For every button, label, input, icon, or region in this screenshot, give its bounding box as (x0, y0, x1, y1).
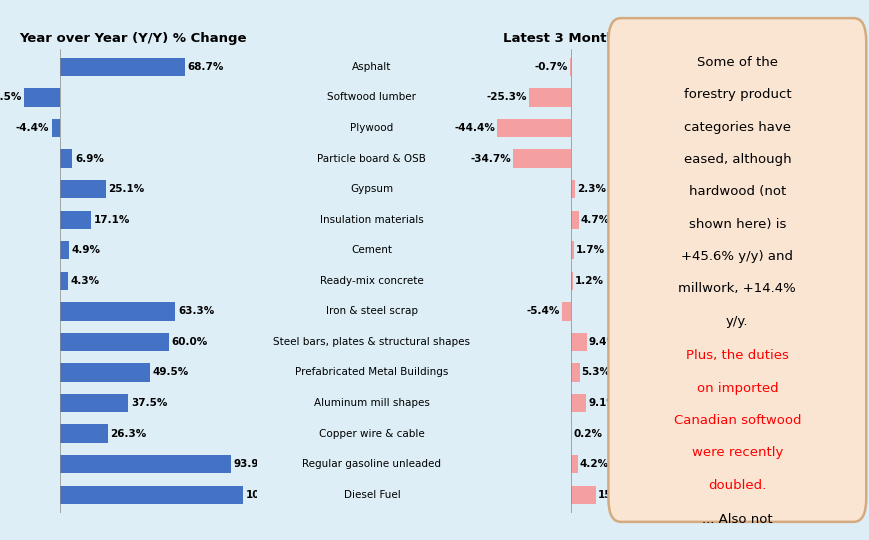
Text: 60.0%: 60.0% (172, 337, 208, 347)
Text: 2.3%: 2.3% (576, 184, 605, 194)
Text: Canadian softwood: Canadian softwood (673, 414, 800, 427)
Bar (60, 211, 91, 229)
Bar (60, 150, 72, 168)
Text: 26.3%: 26.3% (110, 429, 147, 438)
Text: on imported: on imported (696, 382, 777, 395)
Bar (570, 485, 596, 504)
Bar (24, 89, 60, 106)
Bar (60, 241, 69, 259)
Text: millwork, +14.4%: millwork, +14.4% (678, 282, 795, 295)
Text: 25.1%: 25.1% (108, 184, 144, 194)
Text: 1.2%: 1.2% (574, 276, 603, 286)
Text: Prefabricated Metal Buildings: Prefabricated Metal Buildings (295, 367, 448, 377)
Bar (60, 180, 105, 198)
Text: -25.3%: -25.3% (486, 92, 527, 103)
Text: 4.3%: 4.3% (70, 276, 99, 286)
Text: 1.7%: 1.7% (575, 245, 604, 255)
Bar (60, 58, 185, 76)
Text: 37.5%: 37.5% (130, 398, 167, 408)
Bar (570, 363, 580, 382)
Text: Plus, the duties: Plus, the duties (685, 349, 788, 362)
FancyBboxPatch shape (607, 18, 866, 522)
Text: 15.1%: 15.1% (597, 490, 634, 500)
Text: 5.3%: 5.3% (581, 367, 610, 377)
Text: 9.4%: 9.4% (587, 337, 617, 347)
Bar (60, 485, 242, 504)
Text: -5.4%: -5.4% (527, 306, 560, 316)
Text: 4.2%: 4.2% (579, 459, 608, 469)
Text: -0.7%: -0.7% (534, 62, 567, 72)
Bar (60, 424, 108, 443)
Text: Copper wire & cable: Copper wire & cable (319, 429, 424, 438)
Text: 17.1%: 17.1% (94, 215, 129, 225)
Text: ... Also not: ... Also not (701, 514, 772, 526)
Text: Plywood: Plywood (350, 123, 393, 133)
Bar (570, 333, 587, 351)
Text: Ready-mix concrete: Ready-mix concrete (320, 276, 423, 286)
Title: Year over Year (Y/Y) % Change: Year over Year (Y/Y) % Change (19, 32, 246, 45)
Bar (51, 119, 60, 137)
Bar (570, 272, 573, 290)
Bar (60, 333, 169, 351)
Text: Particle board & OSB: Particle board & OSB (317, 153, 426, 164)
Text: shown here) is: shown here) is (688, 218, 785, 231)
Text: +45.6% y/y) and: +45.6% y/y) and (680, 250, 793, 263)
Text: eased, although: eased, although (683, 153, 790, 166)
Bar (60, 363, 149, 382)
Bar (528, 89, 570, 106)
Text: categories have: categories have (683, 121, 790, 134)
Text: doubled.: doubled. (707, 478, 766, 491)
Text: Regular gasoline unleaded: Regular gasoline unleaded (302, 459, 441, 469)
Text: -44.4%: -44.4% (454, 123, 494, 133)
Text: Steel bars, plates & structural shapes: Steel bars, plates & structural shapes (273, 337, 470, 347)
Bar (496, 119, 570, 137)
Text: 100.3%: 100.3% (245, 490, 289, 500)
Text: 4.9%: 4.9% (71, 245, 100, 255)
Text: 93.9%: 93.9% (234, 459, 269, 469)
Text: Diesel Fuel: Diesel Fuel (343, 490, 400, 500)
Text: Gypsum: Gypsum (350, 184, 393, 194)
Text: -19.5%: -19.5% (0, 92, 22, 103)
Bar (570, 455, 578, 473)
Text: 9.1%: 9.1% (587, 398, 616, 408)
Text: 0.2%: 0.2% (573, 429, 601, 438)
Bar (570, 394, 586, 412)
Text: hardwood (not: hardwood (not (688, 185, 785, 198)
Bar (60, 455, 230, 473)
Text: 63.3%: 63.3% (177, 306, 214, 316)
Text: 6.9%: 6.9% (75, 153, 103, 164)
Text: Cement: Cement (351, 245, 392, 255)
Text: Iron & steel scrap: Iron & steel scrap (326, 306, 417, 316)
Text: Softwood lumber: Softwood lumber (327, 92, 416, 103)
Bar (60, 302, 175, 321)
Text: 49.5%: 49.5% (153, 367, 189, 377)
Text: were recently: were recently (691, 446, 782, 460)
Bar (60, 394, 128, 412)
Text: 68.7%: 68.7% (188, 62, 224, 72)
Text: Asphalt: Asphalt (352, 62, 391, 72)
Text: 4.7%: 4.7% (580, 215, 609, 225)
Text: Aluminum mill shapes: Aluminum mill shapes (314, 398, 429, 408)
Text: Some of the: Some of the (696, 56, 777, 69)
Bar (60, 272, 68, 290)
Text: forestry product: forestry product (683, 89, 790, 102)
Bar (570, 180, 574, 198)
Title: Latest 3 Months % Change: Latest 3 Months % Change (502, 32, 701, 45)
Bar (570, 241, 574, 259)
Text: Insulation materials: Insulation materials (320, 215, 423, 225)
Text: -34.7%: -34.7% (470, 153, 511, 164)
Text: -4.4%: -4.4% (16, 123, 49, 133)
Bar (570, 211, 578, 229)
Text: y/y.: y/y. (726, 315, 747, 328)
Bar (569, 58, 570, 76)
Bar (561, 302, 570, 321)
Bar (513, 150, 570, 168)
